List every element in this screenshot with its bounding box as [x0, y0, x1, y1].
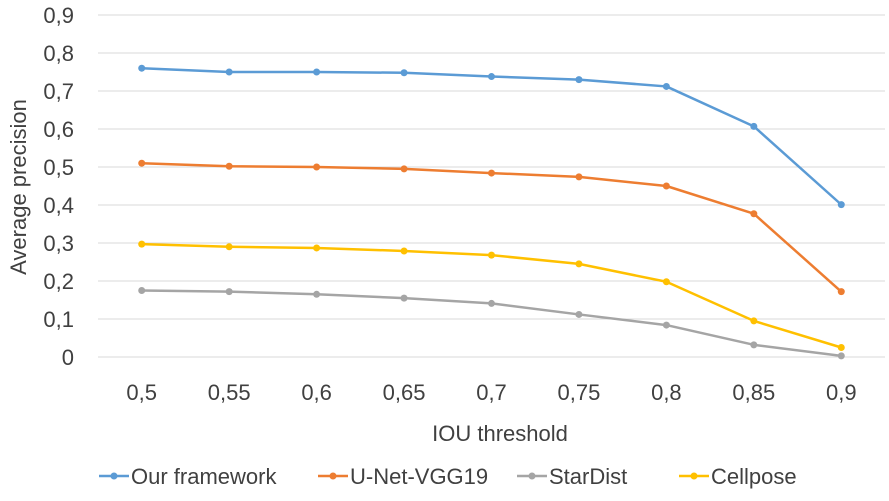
legend-label: StarDist: [549, 464, 627, 489]
legend-item: Cellpose: [679, 464, 797, 489]
y-tick-label: 0: [62, 345, 74, 370]
data-point: [837, 344, 845, 351]
y-axis-ticks: 0 0,1 0,2 0,3 0,4 0,5 0,6 0,7 0,8 0,9: [43, 3, 74, 370]
data-point: [837, 288, 845, 296]
x-axis-title: IOU threshold: [432, 421, 568, 446]
series-group: [138, 287, 845, 360]
data-point: [750, 122, 758, 130]
x-tick-label: 0,8: [651, 380, 682, 405]
x-tick-label: 0,7: [476, 380, 507, 405]
series-group: [138, 159, 845, 296]
legend: Our framework U-Net-VGG19 StarDist Cellpose: [99, 464, 797, 489]
data-point: [662, 321, 670, 329]
data-point: [662, 182, 670, 190]
data-point: [400, 294, 408, 302]
data-point: [488, 299, 495, 307]
data-point: [313, 290, 321, 298]
legend-marker: [110, 472, 118, 480]
x-tick-label: 0,65: [383, 380, 426, 405]
data-point: [662, 278, 670, 286]
data-point: [575, 173, 583, 181]
data-point: [575, 310, 583, 318]
series-line: [140, 161, 843, 293]
data-point: [313, 244, 321, 252]
series-line: [140, 66, 843, 206]
x-tick-label: 0,9: [826, 380, 857, 405]
data-point: [750, 317, 758, 325]
data-point: [488, 169, 495, 177]
y-axis-title: Average precision: [6, 99, 31, 275]
data-point: [488, 251, 495, 259]
data-point: [225, 162, 233, 170]
x-tick-label: 0,75: [558, 380, 601, 405]
data-point: [225, 243, 233, 251]
data-point: [313, 163, 321, 171]
data-point: [750, 210, 758, 218]
x-tick-label: 0,85: [732, 380, 775, 405]
legend-label: U-Net-VGG19: [350, 464, 488, 489]
data-point: [138, 159, 146, 167]
x-axis-ticks: 0,5 0,55 0,6 0,65 0,7 0,75 0,8 0,85 0,9: [126, 380, 856, 405]
data-point: [837, 352, 845, 360]
data-point: [225, 68, 233, 76]
legend-marker: [329, 472, 337, 480]
y-tick-label: 0,5: [43, 155, 74, 180]
series-group: [138, 64, 845, 209]
data-point: [400, 165, 408, 173]
data-point: [837, 201, 845, 209]
y-tick-label: 0,8: [43, 41, 74, 66]
x-tick-label: 0,55: [208, 380, 251, 405]
y-tick-label: 0,3: [43, 231, 74, 256]
y-tick-label: 0,2: [43, 269, 74, 294]
legend-item: U-Net-VGG19: [318, 464, 488, 489]
data-point: [225, 288, 233, 296]
legend-item: Our framework: [99, 464, 277, 489]
data-point: [488, 73, 495, 81]
legend-label: Cellpose: [711, 464, 797, 489]
data-point: [400, 247, 408, 255]
y-tick-label: 0,6: [43, 117, 74, 142]
series-group: [138, 240, 845, 351]
y-tick-label: 0,9: [43, 3, 74, 28]
data-point: [313, 68, 321, 76]
data-point: [138, 287, 146, 294]
data-point: [138, 240, 146, 248]
y-tick-label: 0,1: [43, 307, 74, 332]
data-point: [400, 69, 408, 77]
x-tick-label: 0,5: [126, 380, 157, 405]
series-line: [140, 242, 843, 349]
y-tick-label: 0,4: [43, 193, 74, 218]
legend-marker: [690, 472, 698, 480]
data-point: [575, 260, 583, 268]
series-lines: [138, 64, 845, 360]
x-tick-label: 0,6: [301, 380, 332, 405]
data-point: [138, 64, 146, 72]
legend-label: Our framework: [131, 464, 277, 489]
data-point: [575, 76, 583, 84]
y-tick-label: 0,7: [43, 79, 74, 104]
legend-item: StarDist: [517, 464, 627, 489]
legend-marker: [528, 472, 536, 480]
data-point: [662, 82, 670, 90]
data-point: [750, 341, 758, 349]
